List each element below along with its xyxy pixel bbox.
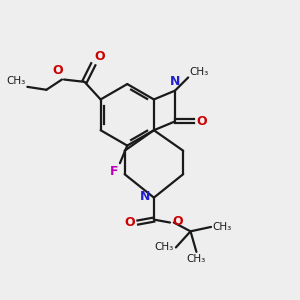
- Text: F: F: [110, 165, 118, 178]
- Text: CH₃: CH₃: [7, 76, 26, 86]
- Text: O: O: [125, 216, 135, 229]
- Text: CH₃: CH₃: [190, 67, 209, 76]
- Text: O: O: [172, 215, 183, 228]
- Text: N: N: [170, 75, 180, 88]
- Text: O: O: [94, 50, 105, 63]
- Text: CH₃: CH₃: [187, 254, 206, 264]
- Text: O: O: [196, 115, 207, 128]
- Text: N: N: [140, 190, 150, 203]
- Text: CH₃: CH₃: [155, 242, 174, 252]
- Text: CH₃: CH₃: [213, 222, 232, 232]
- Text: O: O: [52, 64, 62, 76]
